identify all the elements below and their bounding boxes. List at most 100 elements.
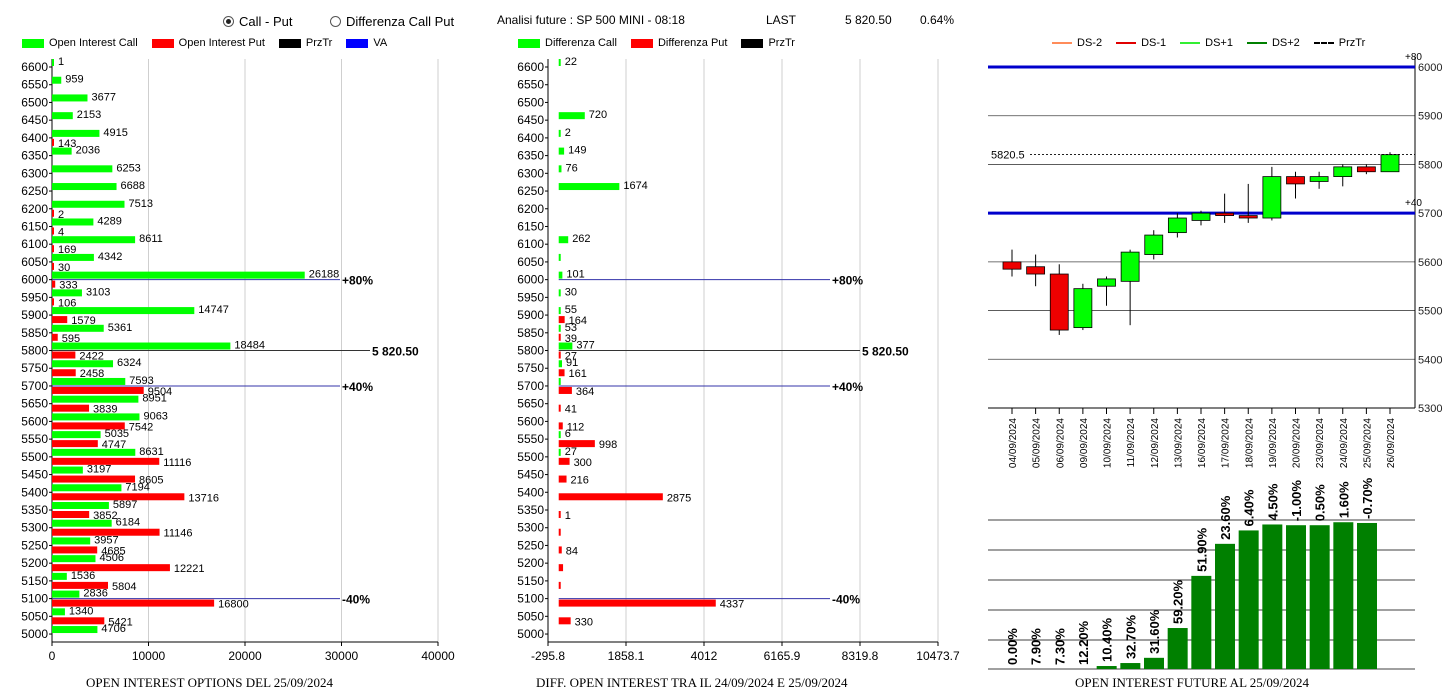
put-value-label: 169 [58,244,76,256]
date-label: 26/09/2024 [1386,418,1397,468]
call-bar [52,253,94,261]
strike-label: 6250 [517,184,544,198]
put-bar [558,617,571,625]
call-bar [52,76,62,84]
y-tick-label: 5700 [1418,208,1442,220]
call-bar [558,183,620,191]
call-bar [52,377,126,385]
legend-swatch [518,38,540,48]
call-value-label: 8951 [142,393,166,405]
y-tick-label: 5600 [1418,257,1442,269]
put-bar [558,581,561,589]
strike-label: 5100 [21,592,48,606]
legend-item: DS-2 [1052,37,1102,49]
call-bar [52,360,114,368]
call-value-label: 2836 [83,588,107,600]
call-bar [52,590,80,598]
put-value-label: 2 [58,209,64,221]
put-value-label: 112 [567,421,585,433]
legend-label: DS-2 [1077,37,1103,49]
legend-diff: Differenza Call Differenza Put PrzTr [518,37,795,49]
x-tick-label: 40000 [421,649,455,663]
call-bar [52,431,101,439]
put-bar [52,209,54,217]
call-value-label: 4706 [101,623,125,635]
put-bar [558,493,663,501]
strike-label: 5450 [21,468,48,482]
strike-label: 5700 [21,379,48,393]
call-value-label: 149 [568,145,586,157]
strike-label: 6200 [21,202,48,216]
strike-label: 6350 [21,149,48,163]
put-value-label: 2422 [79,351,103,363]
oi-bar [1262,524,1283,669]
call-bar [52,502,109,509]
call-bar [52,218,94,226]
call-value-label: 7194 [125,481,149,493]
put-value-label: 2875 [667,492,691,504]
call-bar [52,59,54,66]
legend-label: DS+2 [1271,37,1300,49]
strike-label: 5400 [517,485,544,499]
put-bar [52,386,144,394]
strike-label: 5200 [517,556,544,570]
legend-swatch [346,38,369,48]
legend-swatch [22,38,44,48]
call-value-label: 22 [565,56,577,68]
strike-label: 5150 [517,574,544,588]
call-value-label: 76 [565,162,577,174]
legend-label: PrzTr [1338,37,1366,49]
radio-call-put[interactable]: Call - Put [223,14,292,29]
legend-options: Open Interest Call Open Interest Put Prz… [22,37,387,49]
x-tick-label: 6165.9 [764,649,801,663]
oi-pct-label: 7.30% [1052,628,1067,665]
radio-diff-call-put[interactable]: Differenza Call Put [330,14,454,29]
candle-body [1262,176,1282,219]
reference-line-label: +40% [342,380,373,394]
candle-body [1049,273,1069,331]
put-bar [558,475,567,483]
strike-label: 6050 [517,255,544,269]
call-value-label: 1674 [623,180,647,192]
put-value-label: 330 [575,616,593,628]
oi-pct-label: 0.50% [1313,484,1328,521]
x-tick-label: 4012 [691,649,718,663]
put-bar [52,546,98,554]
oi-pct-label: 31.60% [1147,609,1162,654]
put-bar [52,298,54,306]
call-value-label: 1 [58,56,64,68]
date-label: 23/09/2024 [1315,418,1326,468]
oi-pct-label: 12.20% [1076,620,1091,665]
strike-label: 6150 [517,219,544,233]
legend-line [1313,42,1334,44]
put-bar [52,440,98,448]
call-value-label: 91 [566,357,578,369]
strike-label: 6100 [517,237,544,251]
put-value-label: 41 [565,404,577,416]
oi-bar [1144,657,1164,669]
strike-label: 5350 [517,503,544,517]
put-value-label: 2458 [80,368,104,380]
put-value-label: 300 [574,457,592,469]
put-bar [558,440,595,448]
strike-label: 6600 [21,60,48,74]
strike-label: 5800 [517,344,544,358]
oi-pct-label: 10.40% [1100,617,1115,662]
y-tick-label: 5400 [1418,354,1442,366]
y-tick-label: 5500 [1418,306,1442,318]
put-bar [558,564,564,572]
blue-level-label: +40 [1405,198,1422,209]
oi-bar [1096,666,1117,669]
candle-body [1380,154,1400,173]
candle-body [1191,212,1211,221]
call-value-label: 2036 [76,145,100,157]
oi-pct-label: 32.70% [1123,615,1138,660]
last-value: 5 820.50 [845,13,892,27]
call-bar [52,165,113,173]
strike-label: 5150 [21,574,48,588]
legend-item: PrzTr [1313,37,1366,49]
x-tick-label: 0 [49,649,56,663]
put-bar [52,280,56,288]
call-value-label: 101 [566,269,584,281]
